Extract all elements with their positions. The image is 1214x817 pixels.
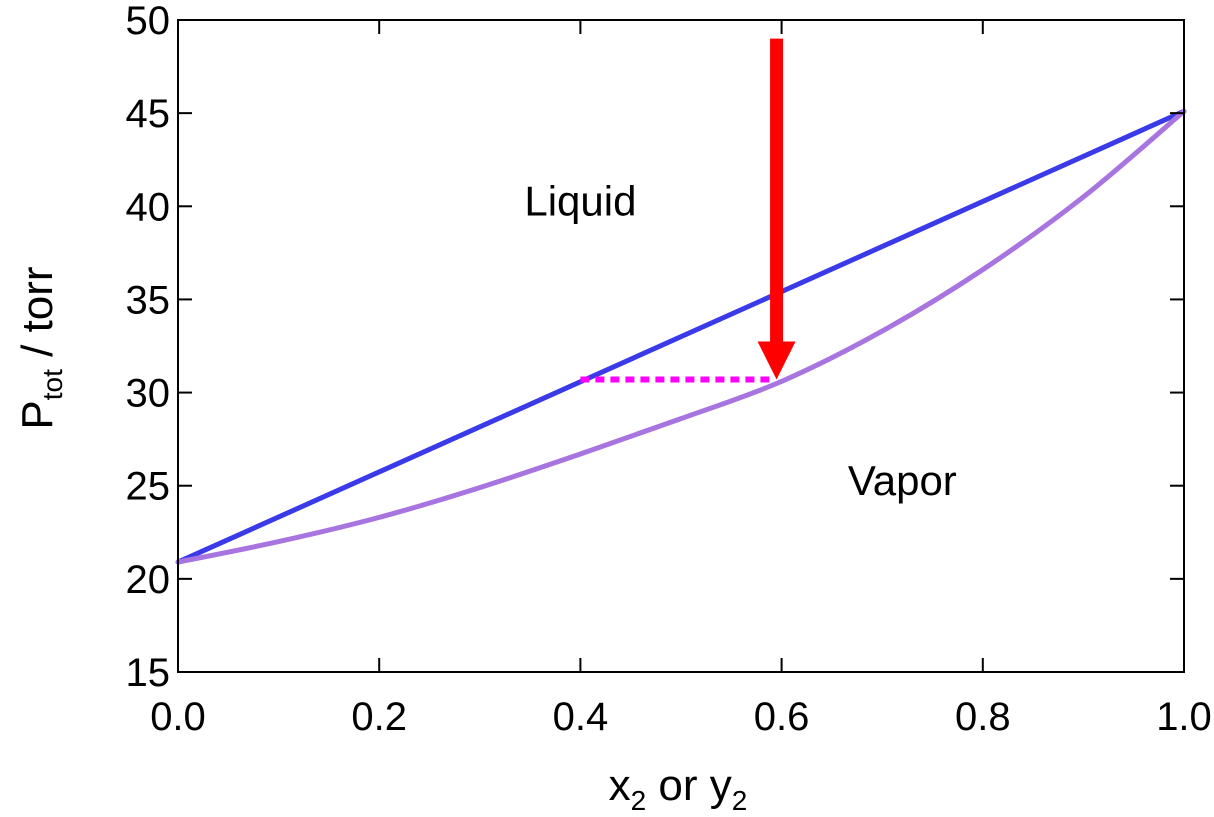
x-tick-label: 0.4 bbox=[553, 695, 609, 739]
y-axis-title-main: P bbox=[13, 400, 62, 429]
y-axis-title-sub: tot bbox=[37, 369, 68, 400]
y-tick-label: 20 bbox=[126, 558, 171, 602]
x-axis-title-sub2: 2 bbox=[732, 785, 748, 816]
y-tick-label: 50 bbox=[126, 0, 171, 43]
region-label-liquid: Liquid bbox=[524, 178, 636, 225]
vapor-line bbox=[175, 108, 1187, 565]
y-axis-title-rest: / torr bbox=[13, 266, 62, 369]
y-tick-label: 40 bbox=[126, 185, 171, 229]
x-axis-title-sub: 2 bbox=[631, 785, 647, 816]
y-tick-label: 30 bbox=[126, 372, 171, 416]
x-axis-title-mid: or y bbox=[646, 761, 732, 810]
y-axis-title: Ptot / torr bbox=[13, 266, 68, 429]
y-tick-label: 25 bbox=[126, 465, 171, 509]
y-tick-label: 35 bbox=[126, 278, 171, 322]
x-axis-title-main: x bbox=[609, 761, 631, 810]
y-tick-label: 15 bbox=[126, 651, 171, 695]
x-tick-label: 0.0 bbox=[150, 695, 206, 739]
x-tick-label: 1.0 bbox=[1156, 695, 1212, 739]
x-tick-label: 0.6 bbox=[754, 695, 810, 739]
plot-layer: Liquid Vapor bbox=[175, 38, 1187, 565]
arrow-head bbox=[757, 341, 796, 380]
y-tick-label: 45 bbox=[126, 92, 171, 136]
ticks-layer: 0.0 0.2 0.4 0.6 0.8 1.0 15 20 25 30 35 40 45 50 bbox=[126, 0, 1212, 739]
region-label-vapor: Vapor bbox=[848, 457, 957, 504]
x-tick-label: 0.8 bbox=[955, 695, 1011, 739]
x-axis-title: x2 or y2 bbox=[609, 761, 748, 816]
liquid-line bbox=[175, 108, 1187, 565]
x-tick-label: 0.2 bbox=[351, 695, 407, 739]
plot-frame bbox=[177, 19, 1185, 673]
